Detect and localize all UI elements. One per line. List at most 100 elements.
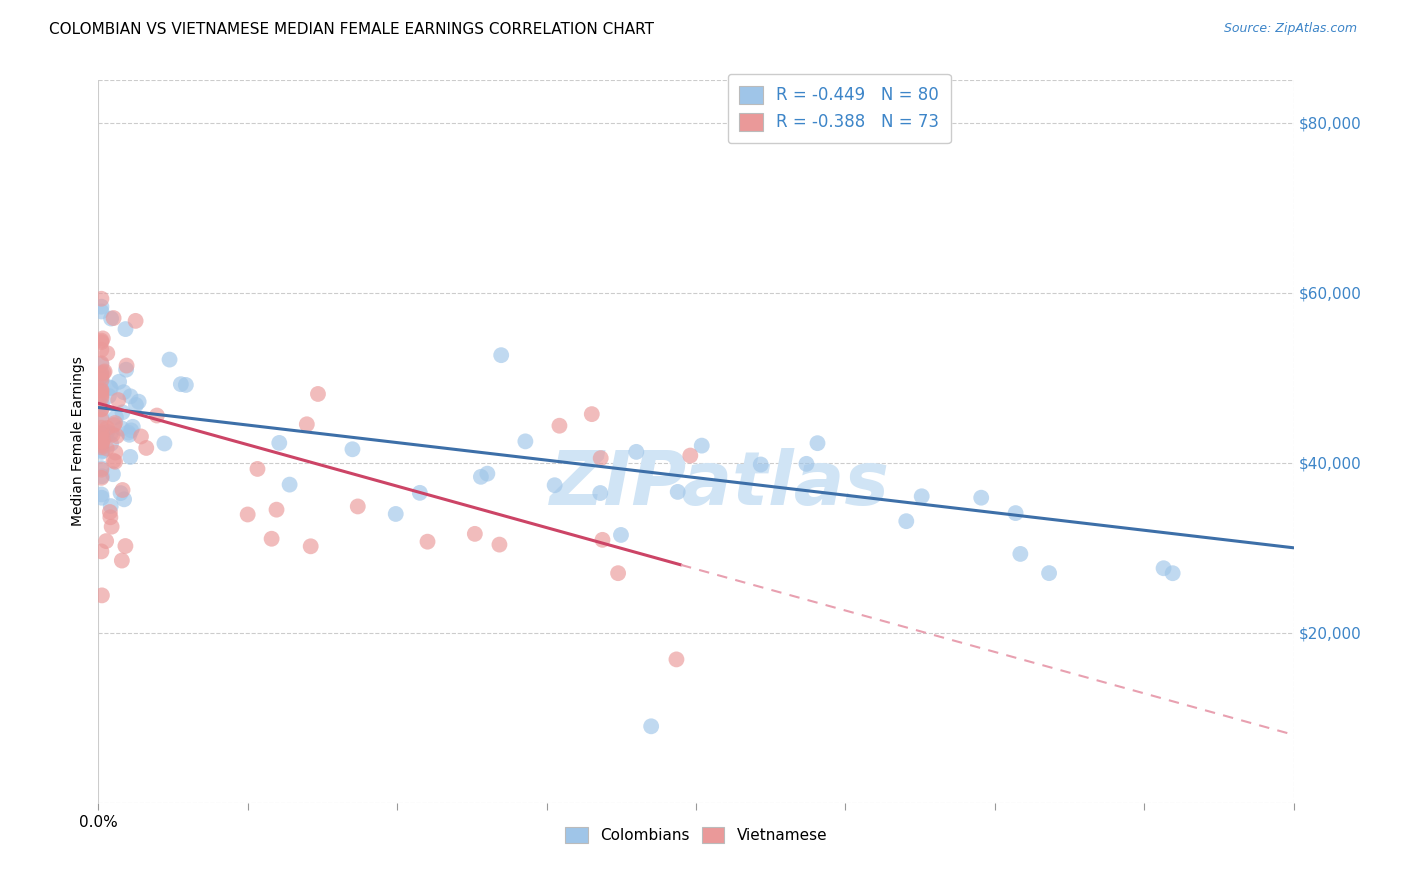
Point (90, 382, 112, 396)
Point (307, 387, 329, 401)
Point (90, 491, 112, 505)
Point (107, 393, 129, 408)
Point (90, 366, 112, 380)
Point (470, 470, 492, 484)
Point (120, 424, 142, 438)
Point (90, 440, 112, 454)
Point (110, 486, 132, 500)
Point (266, 502, 288, 516)
Point (90, 471, 112, 485)
Point (111, 553, 134, 567)
Point (94, 534, 117, 549)
Point (103, 453, 125, 467)
Text: COLOMBIAN VS VIETNAMESE MEDIAN FEMALE EARNINGS CORRELATION CHART: COLOMBIAN VS VIETNAMESE MEDIAN FEMALE EA… (49, 22, 654, 37)
Point (90, 430, 112, 444)
Point (666, 484, 689, 499)
Point (114, 322, 136, 336)
Point (90, 426, 112, 441)
Point (90, 402, 112, 417)
Point (970, 491, 993, 505)
Point (100, 510, 122, 524)
Point (90, 389, 112, 403)
Point (690, 439, 713, 453)
Point (128, 394, 150, 409)
Point (90, 434, 112, 448)
Point (98, 505, 121, 519)
Point (90, 437, 112, 451)
Point (236, 508, 259, 522)
Point (90, 426, 112, 441)
Point (90, 356, 112, 370)
Point (121, 419, 143, 434)
Point (98, 380, 121, 394)
Point (610, 528, 633, 542)
Point (112, 385, 135, 400)
Point (100, 381, 122, 395)
Point (260, 532, 283, 546)
Point (120, 450, 142, 464)
Point (93, 366, 115, 380)
Point (1161, 566, 1184, 581)
Point (90, 427, 112, 442)
Point (90, 343, 112, 357)
Point (91, 434, 114, 449)
Point (299, 539, 322, 553)
Point (91, 331, 114, 345)
Point (90, 409, 112, 424)
Point (90, 445, 112, 459)
Point (90, 402, 112, 417)
Point (246, 462, 269, 476)
Text: ZIPatlas: ZIPatlas (550, 449, 890, 522)
Point (1038, 566, 1060, 581)
Y-axis label: Median Female Earnings: Median Female Earnings (72, 357, 86, 526)
Point (104, 410, 127, 425)
Point (90, 383, 112, 397)
Point (112, 492, 135, 507)
Point (91, 433, 114, 447)
Point (91, 443, 114, 458)
Point (96, 442, 118, 456)
Point (90, 300, 112, 314)
Point (278, 477, 301, 491)
Point (135, 441, 157, 455)
Point (93, 364, 115, 378)
Point (796, 457, 818, 471)
Point (125, 398, 148, 412)
Point (96, 421, 118, 435)
Point (174, 378, 197, 392)
Point (488, 538, 510, 552)
Point (124, 314, 146, 328)
Point (90, 384, 112, 398)
Point (90, 412, 112, 426)
Point (591, 533, 613, 547)
Point (115, 362, 138, 376)
Point (346, 500, 368, 514)
Point (90, 369, 112, 384)
Point (120, 389, 142, 403)
Point (90, 386, 112, 401)
Point (100, 436, 122, 450)
Point (96, 346, 118, 360)
Point (104, 416, 127, 430)
Point (100, 519, 122, 533)
Point (90, 373, 112, 387)
Point (111, 421, 134, 435)
Point (90, 358, 112, 372)
Point (146, 409, 169, 423)
Point (806, 436, 828, 450)
Point (103, 311, 125, 326)
Point (90, 438, 112, 452)
Point (115, 359, 138, 373)
Point (90, 367, 112, 381)
Point (90, 335, 112, 350)
Point (111, 405, 134, 419)
Point (111, 483, 134, 497)
Point (640, 719, 662, 733)
Point (477, 467, 499, 481)
Point (90, 391, 112, 405)
Point (626, 445, 648, 459)
Point (96, 425, 118, 439)
Point (104, 455, 127, 469)
Point (97, 389, 120, 403)
Point (108, 375, 131, 389)
